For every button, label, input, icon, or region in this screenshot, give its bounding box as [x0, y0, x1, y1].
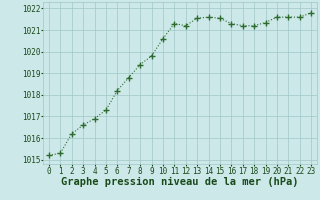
X-axis label: Graphe pression niveau de la mer (hPa): Graphe pression niveau de la mer (hPa): [61, 177, 299, 187]
